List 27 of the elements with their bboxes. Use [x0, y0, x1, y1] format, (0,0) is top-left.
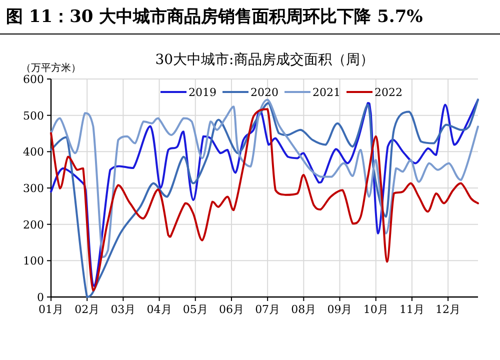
- x-tick-label: 08月: [291, 303, 316, 316]
- legend-label: 2021: [312, 86, 340, 99]
- x-tick-label: 11月: [399, 303, 424, 316]
- legend-label: 2020: [250, 86, 278, 99]
- x-tick-label: 05月: [182, 303, 208, 316]
- line-series: [50, 98, 479, 258]
- y-tick-label: 100: [23, 254, 44, 268]
- chart-title: 图 11：30 大中城市商品房销售面积周环比下降 5.7%: [6, 7, 423, 27]
- y-tick-label: 500: [23, 109, 44, 122]
- y-axis-title: （万平方米）: [21, 62, 81, 74]
- legend-label: 2022: [374, 86, 402, 99]
- x-tick-label: 07月: [255, 303, 280, 316]
- y-tick-label: 600: [23, 73, 44, 86]
- x-tick-label: 04月: [146, 303, 172, 316]
- y-tick-label: 0: [37, 291, 44, 304]
- x-tick-label: 09月: [327, 303, 352, 316]
- y-tick-label: 300: [23, 182, 44, 195]
- x-tick-label: 10月: [363, 303, 388, 316]
- y-tick-label: 200: [23, 218, 44, 232]
- chart-subtitle: 30大中城市:商品房成交面积（周）: [155, 52, 374, 68]
- x-tick-label: 12月: [436, 303, 461, 316]
- x-tick-label: 06月: [218, 303, 244, 316]
- x-tick-label: 02月: [74, 303, 100, 316]
- y-tick-label: 400: [23, 146, 44, 159]
- x-tick-label: 01月: [38, 303, 64, 316]
- x-tick-label: 03月: [110, 303, 136, 316]
- legend-label: 2019: [188, 86, 216, 99]
